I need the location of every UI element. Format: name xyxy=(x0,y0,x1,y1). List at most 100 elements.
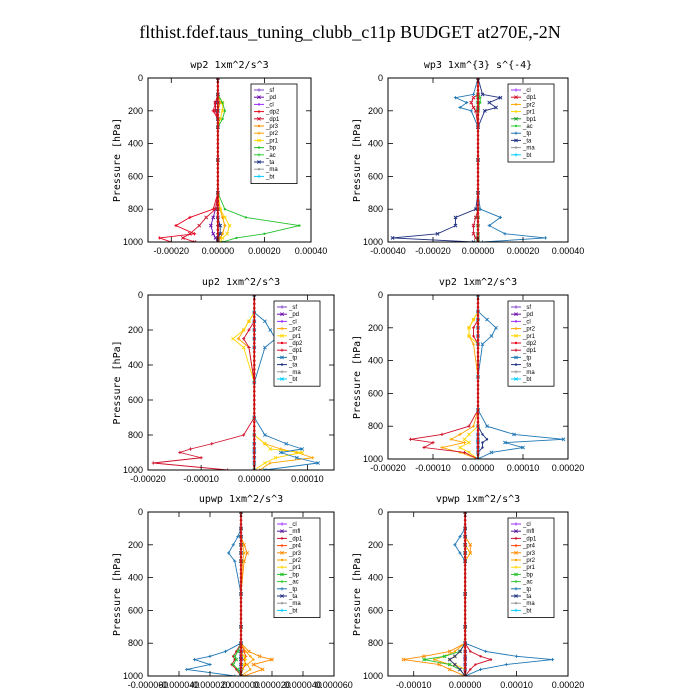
y-tick-label: 600 xyxy=(368,605,383,615)
legend-label-ta: _ta xyxy=(522,363,532,369)
series-marker-dp1 xyxy=(471,105,476,110)
legend-label-cl: _cl xyxy=(522,319,531,325)
y-tick-label: 800 xyxy=(368,638,383,648)
series-marker-pr3 xyxy=(246,649,251,654)
series-marker-pr2 xyxy=(244,650,247,653)
series-marker-ta xyxy=(390,235,395,240)
series-marker-dp1 xyxy=(193,240,197,242)
y-tick-label: 800 xyxy=(368,204,383,214)
series-marker-tp xyxy=(521,445,525,450)
series-line-pr1 xyxy=(448,512,466,676)
series-marker-pr1 xyxy=(467,432,471,437)
x-tick-label: 0.000020 xyxy=(253,680,291,690)
x-tick-label: 0.00040 xyxy=(552,246,585,256)
y-tick-label: 1000 xyxy=(123,237,143,247)
legend-label-ta: _ta xyxy=(522,138,532,144)
y-tick-label: 600 xyxy=(128,395,143,405)
legend: _sf_pd_cl _dp2_dp1_pr3_pr2_pr1 _bp_ac_ta_m… xyxy=(250,83,298,184)
legend-label-sf: _sf xyxy=(288,305,297,311)
series-marker-pr1 xyxy=(300,450,305,455)
legend-marker-pr3 xyxy=(257,124,261,128)
series-marker-ta xyxy=(463,674,466,676)
legend-label-mfl: _mfl xyxy=(522,529,534,535)
legend-label-ac: _ac xyxy=(288,580,299,586)
series-marker-bp xyxy=(422,657,426,662)
x-tick-label: -0.00020 xyxy=(130,474,166,484)
series-marker-pr1 xyxy=(220,108,225,113)
series-marker-bp xyxy=(442,654,447,659)
legend-label-pd: _pd xyxy=(265,95,276,101)
series-marker-pr1 xyxy=(220,235,225,240)
series-marker-bp1 xyxy=(476,240,479,242)
series-marker-dp1 xyxy=(187,231,192,236)
series-marker-pr2 xyxy=(246,663,249,666)
legend-marker-bt xyxy=(280,377,284,381)
x-tick-label: -0.000020 xyxy=(190,680,231,690)
y-axis-label: Pressure [hPa] xyxy=(352,335,363,419)
legend-marker-ac xyxy=(280,580,284,583)
series-marker-ta xyxy=(215,240,219,242)
series-marker-tp xyxy=(300,447,305,451)
legend-label-pr2: _pr2 xyxy=(522,102,536,108)
series-marker-dp1 xyxy=(197,223,202,228)
legend-marker-ta xyxy=(514,138,518,143)
legend-label-tp: _tp xyxy=(288,355,298,361)
legend-marker-ac xyxy=(514,124,518,128)
series-marker-ta xyxy=(453,223,458,228)
legend-label-ta: _ta xyxy=(522,594,532,600)
legend-marker-pd xyxy=(257,95,261,100)
series-marker-dp1 xyxy=(192,240,196,242)
legend-label-pr1: _pr1 xyxy=(522,565,536,571)
legend-label-dp1: _dp1 xyxy=(265,117,280,123)
legend-label-pr2: _pr2 xyxy=(522,558,536,564)
legend-label-sf: _sf xyxy=(522,305,531,311)
legend-label-pd: _pd xyxy=(288,312,299,318)
series-marker-pd xyxy=(211,215,216,220)
series-marker-pr1 xyxy=(273,455,278,460)
series-marker-tp xyxy=(284,441,289,446)
series-marker-dp1 xyxy=(469,100,474,105)
series-marker-bt xyxy=(252,468,255,470)
legend-label-bp: _bp xyxy=(265,146,277,152)
series-marker-bt xyxy=(253,295,257,297)
series-marker-tp xyxy=(480,342,485,347)
x-tick-label: 0.00020 xyxy=(248,246,281,256)
series-marker-pr2 xyxy=(469,551,472,555)
series-marker-pr1 xyxy=(458,445,462,450)
legend-marker-ta xyxy=(514,594,518,598)
series-marker-ta xyxy=(481,446,484,449)
legend: _cl_dp1_pr2 _pr1_bp1_ac_tp_ta _ma_bt xyxy=(507,83,555,163)
series-marker-ta xyxy=(487,100,492,105)
legend-label-pr2: _pr2 xyxy=(288,327,302,333)
legend-label-pr4: _pr4 xyxy=(288,544,302,550)
series-marker-pr2 xyxy=(453,650,457,653)
series-marker-ta xyxy=(458,649,462,654)
series-marker-pr1 xyxy=(241,345,246,350)
series-marker-bt xyxy=(477,295,480,297)
x-tick-label: -0.000040 xyxy=(159,680,200,690)
legend-marker-cl xyxy=(280,320,284,323)
series-marker-pr3 xyxy=(437,662,442,667)
chart-panel-6: vpwp 1xm^2/s^3 0 200 400 600 800 1000 -0.00010 0… xyxy=(352,494,584,690)
series-marker-tp xyxy=(294,455,299,460)
legend-label-mfl: _mfl xyxy=(288,529,300,535)
legend-label-ta: _ta xyxy=(288,363,298,369)
series-marker-ta xyxy=(481,441,484,444)
series-marker-tp xyxy=(485,317,489,322)
series-marker-ta xyxy=(435,231,440,236)
y-tick-label: 200 xyxy=(368,540,383,550)
series-marker-ta xyxy=(458,667,462,672)
legend-marker-mfl xyxy=(514,529,518,534)
series-marker-ta xyxy=(239,512,242,514)
series-marker-pr1 xyxy=(247,319,251,324)
series-marker-tp xyxy=(561,437,566,442)
series-marker-pr1 xyxy=(467,334,471,338)
series-marker-ta xyxy=(494,105,498,110)
y-tick-label: 400 xyxy=(128,360,143,370)
x-tick-label: -0.00020 xyxy=(154,246,190,256)
legend-label-dp2: _dp2 xyxy=(522,341,537,347)
legend-label-bt: _bt xyxy=(288,608,298,614)
x-tick-label: 0.00020 xyxy=(507,246,540,256)
series-line-tp xyxy=(186,512,242,676)
